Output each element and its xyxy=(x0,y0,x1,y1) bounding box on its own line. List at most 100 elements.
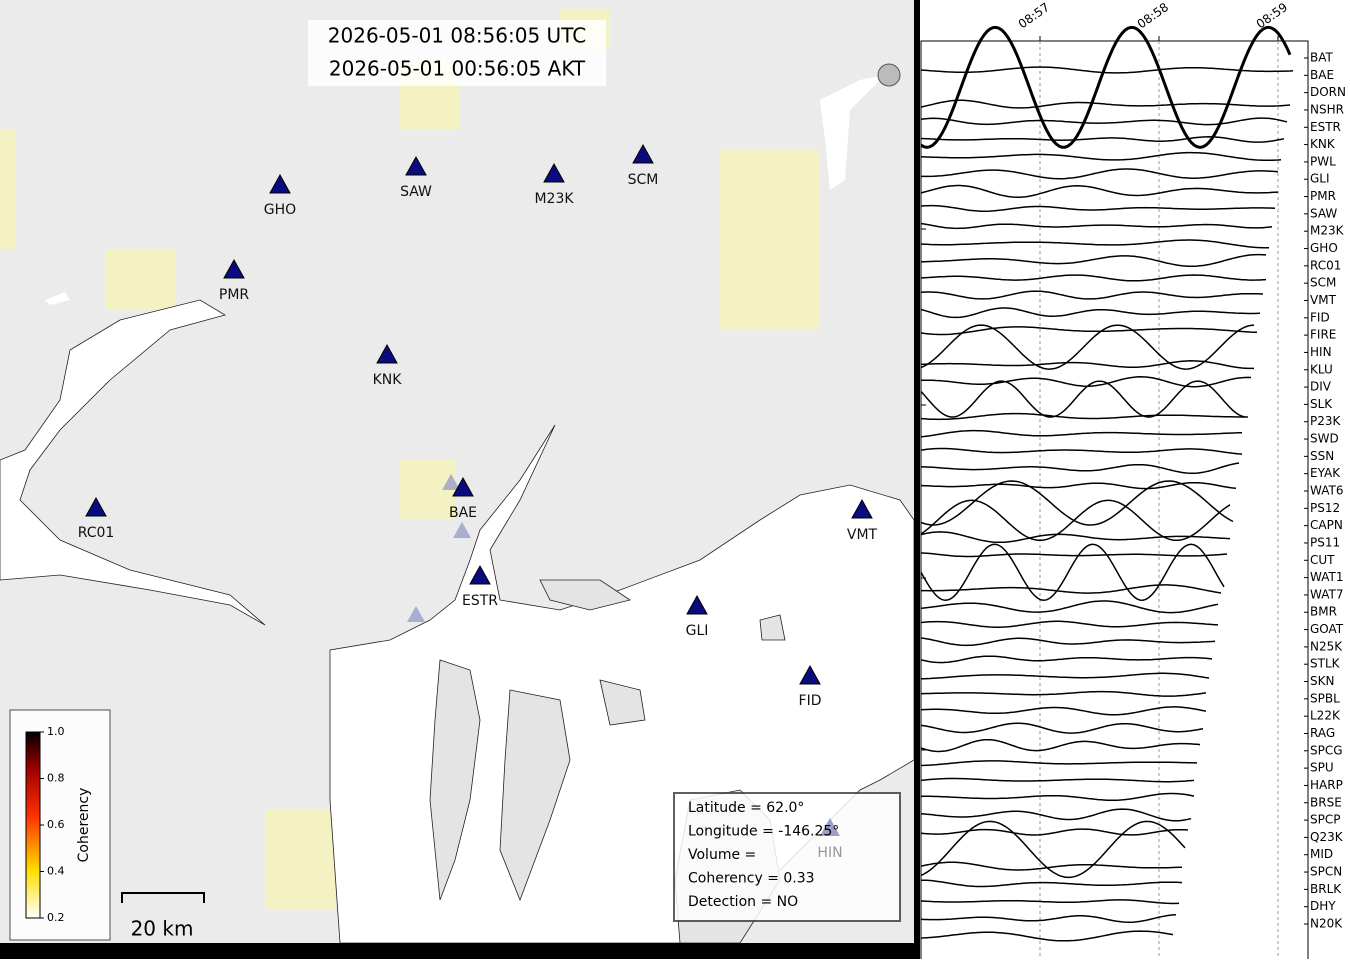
colorbar-tick-label: 0.2 xyxy=(47,911,65,924)
station-label: ESTR xyxy=(462,593,498,609)
trace-label: N25K xyxy=(1310,639,1343,653)
station-label: FID xyxy=(799,693,822,709)
trace-label: PS11 xyxy=(1310,535,1340,549)
colorbar-tick-label: 0.8 xyxy=(47,772,65,785)
trace-label: BRLK xyxy=(1310,882,1342,896)
trace-label: DORN xyxy=(1310,85,1346,99)
trace-label: STLK xyxy=(1310,657,1341,671)
waveform xyxy=(920,412,1245,421)
waveform xyxy=(920,861,1183,871)
station-label: M23K xyxy=(534,191,574,207)
station-marker xyxy=(85,496,107,517)
waveform xyxy=(920,672,1210,680)
trace-label: ESTR xyxy=(1310,120,1341,134)
station-label: HIN xyxy=(817,845,842,861)
waveform xyxy=(920,722,1204,734)
station-marker xyxy=(223,258,245,279)
station-marker xyxy=(469,564,491,585)
trace-label: FID xyxy=(1310,310,1330,324)
trace-label: N20K xyxy=(1310,917,1343,931)
trace-label: PS12 xyxy=(1310,501,1340,515)
trace-label: SCM xyxy=(1310,276,1336,290)
waveform xyxy=(920,600,1219,614)
colorbar-tick-label: 0.6 xyxy=(47,818,65,831)
station-marker xyxy=(405,155,427,176)
utc-time: 2026-05-01 08:56:05 UTC xyxy=(328,24,586,48)
trace-label: SPCN xyxy=(1310,865,1342,879)
station-label: BAE xyxy=(449,505,477,521)
info-line: Longitude = -146.25° xyxy=(688,824,839,840)
waveform xyxy=(920,376,1252,388)
info-line: Volume = xyxy=(688,847,756,863)
station-label: GHO xyxy=(264,202,296,218)
waveform xyxy=(920,222,1273,230)
trace-label: SAW xyxy=(1310,206,1337,220)
trace-label: DIV xyxy=(1310,380,1332,394)
time-box xyxy=(308,20,606,54)
waveform xyxy=(920,274,1267,282)
waveform xyxy=(920,324,1255,370)
waveform xyxy=(920,637,1216,647)
waveform xyxy=(921,168,1279,180)
station-marker xyxy=(799,664,821,685)
station-label: SCM xyxy=(628,172,659,188)
trace-label: Q23K xyxy=(1310,830,1344,844)
waveform xyxy=(920,706,1207,716)
station-marker xyxy=(543,162,565,183)
waveform xyxy=(920,66,1294,74)
waveform xyxy=(920,360,1254,370)
trace-label: SPCP xyxy=(1310,813,1340,827)
scale-bar: 20 km xyxy=(121,892,205,941)
waveform xyxy=(920,777,1195,783)
trace-label: SSN xyxy=(1310,449,1334,463)
trace-label: PMR xyxy=(1310,189,1336,203)
trace-label: EYAK xyxy=(1310,466,1341,480)
station-label: GLI xyxy=(686,623,709,639)
trace-label: CUT xyxy=(1310,553,1335,567)
trace-label: RC01 xyxy=(1310,258,1341,272)
waveform xyxy=(920,531,1231,544)
waveform xyxy=(920,151,1282,162)
trace-label: M23K xyxy=(1310,224,1345,238)
trace-label: GHO xyxy=(1310,241,1338,255)
trace-label: WAT1 xyxy=(1310,570,1343,584)
waveform xyxy=(920,690,1207,697)
waveform xyxy=(920,307,1261,319)
trace-label: P23K xyxy=(1310,414,1342,428)
waveform xyxy=(920,290,1264,300)
waveform xyxy=(920,429,1242,438)
time-tick-label: 08:58 xyxy=(1135,0,1171,31)
trace-label: HIN xyxy=(1310,345,1332,359)
station-marker xyxy=(269,173,291,194)
station-marker xyxy=(376,343,398,364)
trace-label: SLK xyxy=(1310,397,1333,411)
station-marker xyxy=(632,143,654,164)
trace-label: SWD xyxy=(1310,432,1339,446)
waveform xyxy=(920,620,1219,628)
waveform xyxy=(920,914,1177,923)
waveform xyxy=(920,462,1240,474)
trace-label: L22K xyxy=(1310,709,1341,723)
waveform xyxy=(920,99,1291,109)
waveform xyxy=(921,253,1267,268)
waveform xyxy=(920,25,1292,149)
station-marker xyxy=(820,818,840,836)
colorbar-tick-label: 0.4 xyxy=(47,865,65,878)
time-tick-label: 08:57 xyxy=(1016,0,1052,31)
trace-label: BAT xyxy=(1310,51,1334,65)
source-marker xyxy=(877,63,901,87)
trace-label: FIRE xyxy=(1310,328,1336,342)
trace-label: MID xyxy=(1310,847,1333,861)
colorbar-gradient xyxy=(25,731,41,919)
waveform xyxy=(920,820,1186,879)
waveform xyxy=(920,481,1237,490)
trace-label: BAE xyxy=(1310,68,1334,82)
colorbar-tick-label: 1.0 xyxy=(47,725,65,738)
waveform xyxy=(920,655,1213,664)
waveform xyxy=(920,808,1192,822)
info-box xyxy=(673,792,901,922)
trace-frame xyxy=(920,40,1309,963)
info-line: Detection = NO xyxy=(688,894,798,910)
waveform xyxy=(921,584,1222,594)
trace-label: KNK xyxy=(1310,137,1336,151)
